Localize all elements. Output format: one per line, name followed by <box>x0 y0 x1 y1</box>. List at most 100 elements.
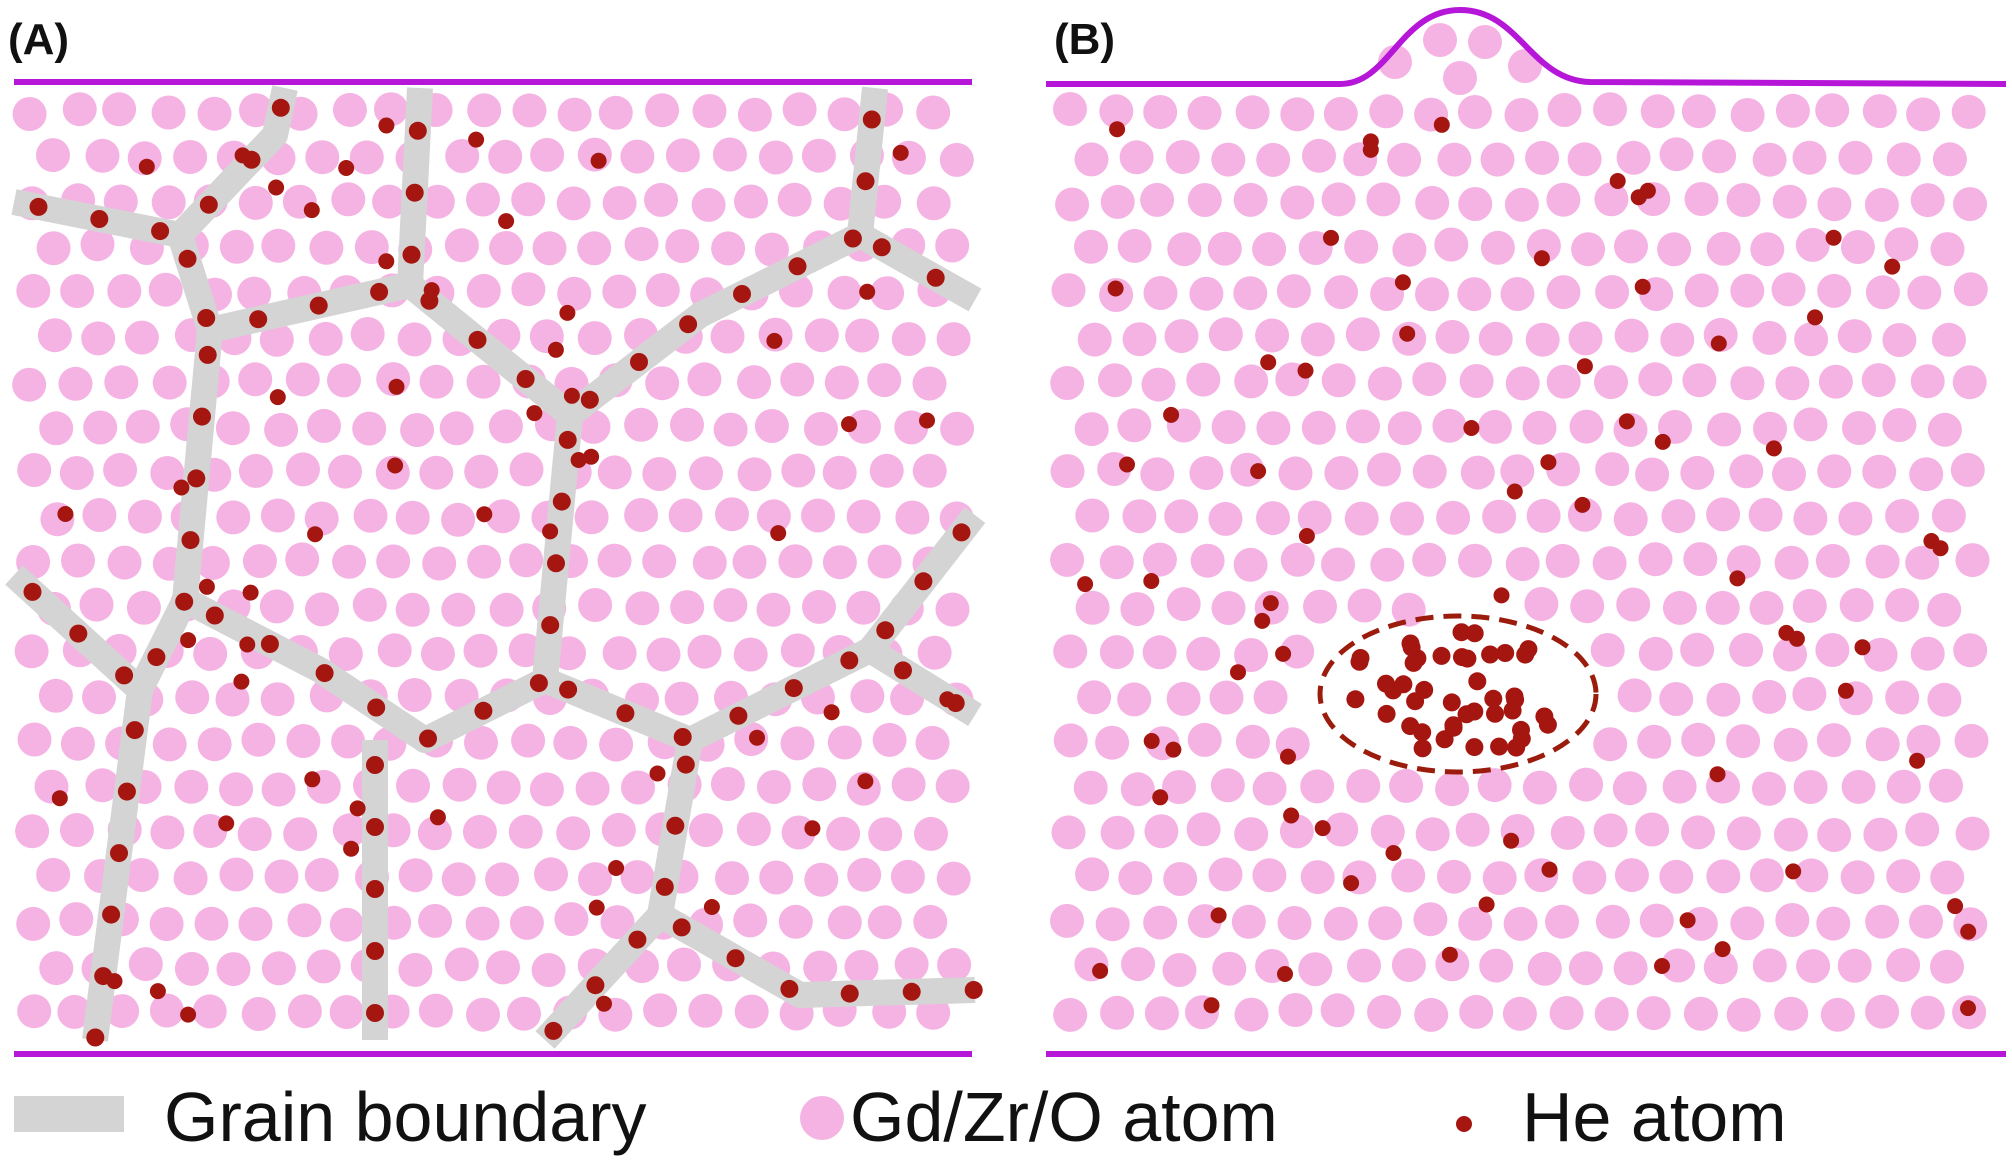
matrix-atom <box>1752 320 1787 355</box>
matrix-atom <box>891 322 926 357</box>
he-atom <box>586 976 605 995</box>
matrix-atom <box>1638 542 1673 577</box>
matrix-atom <box>1726 997 1761 1032</box>
matrix-atom <box>912 366 947 401</box>
matrix-atom <box>1837 948 1872 983</box>
matrix-atom <box>1865 544 1900 579</box>
matrix-atom <box>59 902 94 937</box>
matrix-atom <box>1594 182 1629 217</box>
matrix-atom <box>1952 365 1987 400</box>
matrix-atom <box>1468 25 1502 59</box>
matrix-atom <box>488 409 523 444</box>
matrix-atom <box>894 947 929 982</box>
matrix-atom <box>1706 231 1741 266</box>
matrix-atom <box>1480 142 1515 177</box>
matrix-atom <box>219 772 254 807</box>
matrix-atom <box>801 498 835 533</box>
matrix-atom <box>398 858 433 893</box>
matrix-atom <box>1817 818 1852 852</box>
matrix-atom <box>1210 768 1245 803</box>
legend-he-atom-label: He atom <box>1522 1078 1787 1156</box>
matrix-atom <box>304 857 339 892</box>
matrix-atom <box>644 182 678 217</box>
matrix-atom <box>1053 634 1088 669</box>
matrix-atom <box>1252 771 1287 806</box>
matrix-atom <box>1792 588 1827 623</box>
he-atom <box>862 110 881 129</box>
matrix-atom <box>1703 950 1738 985</box>
matrix-atom <box>418 903 453 938</box>
matrix-atom <box>39 951 74 986</box>
matrix-atom <box>1863 637 1898 672</box>
matrix-atom <box>1930 232 1965 267</box>
matrix-atom <box>1726 816 1761 851</box>
matrix-atom <box>1636 996 1671 1031</box>
he-atom <box>1230 664 1246 681</box>
matrix-atom <box>1750 232 1785 267</box>
matrix-atom <box>1593 92 1627 127</box>
matrix-atom <box>308 321 343 356</box>
matrix-atom <box>376 544 411 579</box>
matrix-atom <box>1706 682 1741 717</box>
matrix-atom <box>1300 769 1335 804</box>
he-atom <box>349 800 366 817</box>
matrix-atom <box>420 184 455 219</box>
matrix-atom <box>1865 994 1900 1029</box>
matrix-atom <box>1657 232 1692 267</box>
he-atom <box>1609 173 1626 189</box>
matrix-atom <box>264 412 299 447</box>
he-atom <box>1152 789 1169 806</box>
matrix-atom <box>59 456 94 490</box>
matrix-atom <box>1707 412 1742 447</box>
he-atom <box>630 353 648 371</box>
matrix-atom <box>737 365 772 400</box>
matrix-atom <box>713 412 748 447</box>
matrix-atom <box>1910 364 1945 399</box>
matrix-atom <box>128 947 163 982</box>
matrix-atom <box>1140 457 1175 492</box>
matrix-atom <box>173 861 208 896</box>
matrix-atom <box>556 816 591 851</box>
he-atom <box>1452 623 1471 642</box>
he-atom <box>1250 463 1267 480</box>
matrix-atom <box>1954 723 1989 758</box>
matrix-atom <box>1568 951 1603 986</box>
he-atom <box>307 526 324 543</box>
matrix-atom <box>665 229 700 263</box>
matrix-atom <box>1280 185 1315 220</box>
he-atom <box>1468 672 1487 691</box>
matrix-atom <box>1482 499 1517 534</box>
matrix-atom <box>397 322 432 357</box>
matrix-atom <box>261 772 296 807</box>
he-atom <box>843 229 862 248</box>
he-atom <box>894 661 912 680</box>
he-atom <box>1165 741 1182 758</box>
matrix-atom <box>400 413 435 447</box>
legend-he-atom-swatch <box>1456 1116 1472 1132</box>
he-atom <box>1463 420 1480 436</box>
matrix-atom <box>466 182 500 217</box>
matrix-atom <box>1905 812 1940 847</box>
matrix-atom <box>710 767 745 801</box>
he-atom <box>125 721 144 740</box>
he-atom <box>1143 573 1160 589</box>
he-atom <box>892 144 909 161</box>
he-atom <box>1807 309 1823 326</box>
matrix-atom <box>1838 140 1873 175</box>
matrix-atom <box>374 92 408 127</box>
matrix-atom <box>1050 903 1084 938</box>
matrix-atom <box>1951 94 1986 129</box>
matrix-atom <box>1300 860 1335 895</box>
matrix-atom <box>1730 98 1765 132</box>
he-atom <box>1444 716 1463 735</box>
matrix-atom <box>1412 454 1447 489</box>
matrix-atom <box>646 637 681 672</box>
matrix-atom <box>556 186 591 221</box>
matrix-atom <box>1186 636 1221 671</box>
matrix-atom <box>601 812 636 847</box>
he-atom <box>178 249 197 268</box>
matrix-atom <box>1437 859 1471 894</box>
matrix-atom <box>1771 272 1806 307</box>
matrix-atom <box>1053 997 1088 1032</box>
matrix-atom <box>422 546 457 581</box>
